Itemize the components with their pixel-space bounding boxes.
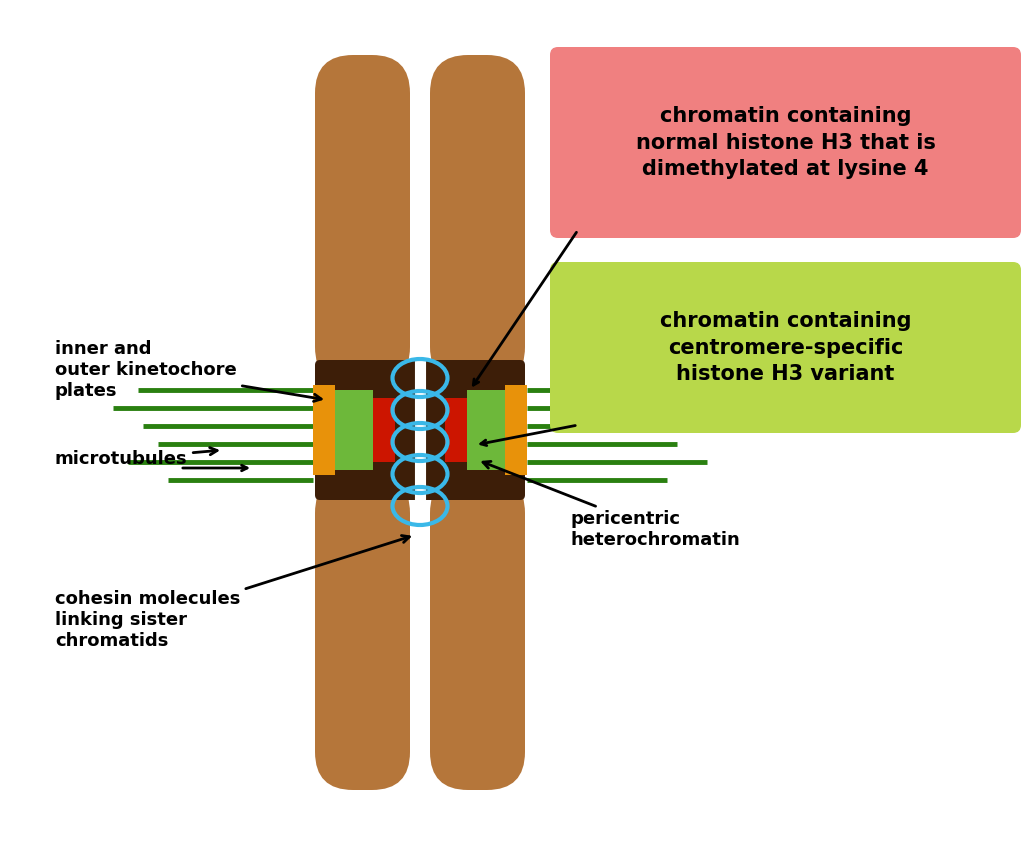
- FancyBboxPatch shape: [315, 475, 410, 790]
- Bar: [313, 385, 335, 475]
- FancyBboxPatch shape: [550, 262, 1021, 433]
- Bar: [373, 398, 395, 462]
- Text: microtubules: microtubules: [55, 447, 217, 468]
- FancyBboxPatch shape: [430, 475, 525, 790]
- Bar: [335, 390, 373, 470]
- Text: inner and
outer kinetochore
plates: inner and outer kinetochore plates: [55, 340, 322, 401]
- Bar: [467, 390, 505, 470]
- FancyBboxPatch shape: [315, 55, 410, 385]
- FancyBboxPatch shape: [315, 360, 525, 500]
- FancyBboxPatch shape: [550, 47, 1021, 238]
- Bar: [505, 385, 527, 475]
- FancyBboxPatch shape: [430, 55, 525, 385]
- Bar: [445, 398, 467, 462]
- Text: chromatin containing
centromere-specific
histone H3 variant: chromatin containing centromere-specific…: [659, 311, 911, 384]
- Text: pericentric
heterochromatin: pericentric heterochromatin: [483, 461, 739, 548]
- Text: chromatin containing
normal histone H3 that is
dimethylated at lysine 4: chromatin containing normal histone H3 t…: [636, 106, 936, 179]
- Text: cohesin molecules
linking sister
chromatids: cohesin molecules linking sister chromat…: [55, 536, 410, 650]
